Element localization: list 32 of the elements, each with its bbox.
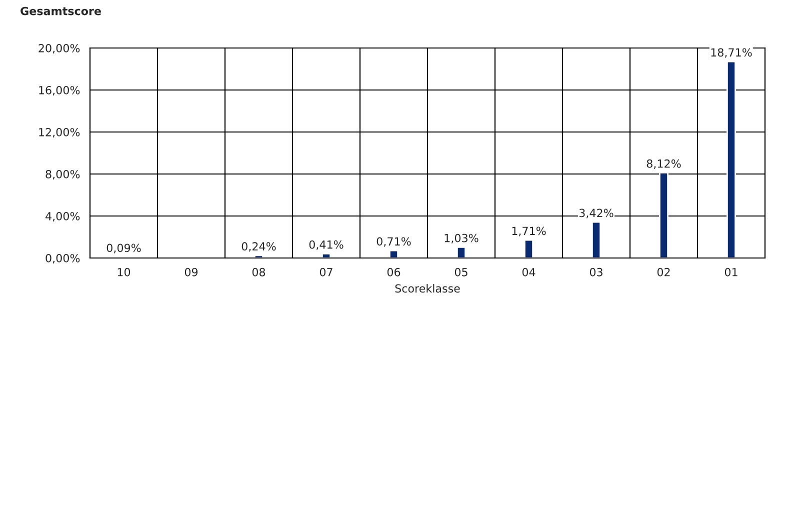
data-label: 1,71% xyxy=(512,226,546,236)
data-label: 0,71% xyxy=(376,237,411,247)
x-tick-label: 10 xyxy=(118,268,130,276)
data-label: 3,42% xyxy=(579,208,614,218)
y-tick-label: 8,00% xyxy=(46,170,80,180)
data-label: 8,12% xyxy=(646,159,681,169)
bar xyxy=(456,246,466,258)
x-tick-label: 08 xyxy=(252,268,266,276)
x-tick-label: 09 xyxy=(184,268,198,276)
x-tick-label: 07 xyxy=(320,268,332,276)
x-tick-label: 06 xyxy=(387,268,400,276)
y-tick-label: 0,00% xyxy=(46,254,80,264)
x-tick-label: 02 xyxy=(657,268,670,276)
bar xyxy=(389,250,398,258)
x-axis-title: Scoreklasse xyxy=(395,284,460,293)
data-label: 0,41% xyxy=(309,240,344,250)
y-tick-label: 20,00% xyxy=(38,44,80,54)
chart-title: Gesamtscore xyxy=(20,6,101,16)
data-label: 1,03% xyxy=(444,234,478,244)
x-tick-label: 01 xyxy=(724,268,738,276)
bar xyxy=(659,172,668,258)
x-tick-label: 03 xyxy=(590,268,602,276)
x-tick-label: 05 xyxy=(454,268,468,276)
bar xyxy=(322,253,331,258)
data-label: 0,09% xyxy=(106,244,141,254)
bar xyxy=(524,239,534,258)
x-tick-label: 04 xyxy=(522,268,536,276)
y-tick-label: 4,00% xyxy=(46,212,80,222)
y-tick-label: 16,00% xyxy=(39,86,80,96)
y-tick-label: 12,00% xyxy=(39,128,80,138)
data-label: 0,24% xyxy=(242,242,276,252)
data-label: 18,71% xyxy=(711,48,752,58)
